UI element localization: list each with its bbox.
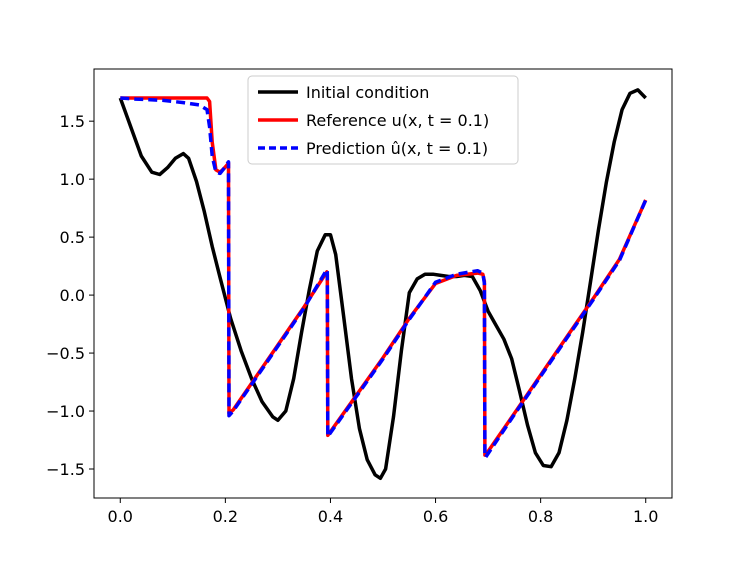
x-tick-label: 0.4 — [318, 507, 343, 526]
legend-label-reference: Reference u(x, t = 0.1) — [306, 111, 489, 130]
y-tick-label: −0.5 — [46, 344, 85, 363]
y-tick-label: −1.5 — [46, 460, 85, 479]
y-tick-label: −1.0 — [46, 402, 85, 421]
plot-lines — [118, 88, 648, 481]
y-tick-label: 1.5 — [60, 112, 85, 131]
axes-frame — [93, 68, 673, 499]
legend-label-initial: Initial condition — [306, 83, 429, 102]
y-axis: −1.5 −1.0 −0.5 0.0 0.5 1.0 1.5 — [46, 112, 94, 479]
legend: Initial condition Reference u(x, t = 0.1… — [247, 75, 519, 165]
y-tick-label: 0.5 — [60, 228, 85, 247]
legend-label-prediction: Prediction û(x, t = 0.1) — [306, 139, 488, 158]
x-tick-label: 0.6 — [423, 507, 448, 526]
x-tick-label: 0.8 — [528, 507, 553, 526]
y-tick-label: 1.0 — [60, 170, 85, 189]
legend-box — [247, 75, 519, 165]
x-axis: 0.0 0.2 0.4 0.6 0.8 1.0 — [108, 498, 658, 526]
x-tick-label: 1.0 — [633, 507, 658, 526]
series-line-0 — [118, 88, 647, 481]
y-tick-label: 0.0 — [60, 286, 85, 305]
x-tick-label: 0.0 — [108, 507, 133, 526]
x-tick-label: 0.2 — [213, 507, 238, 526]
series-line-2 — [120, 96, 648, 460]
